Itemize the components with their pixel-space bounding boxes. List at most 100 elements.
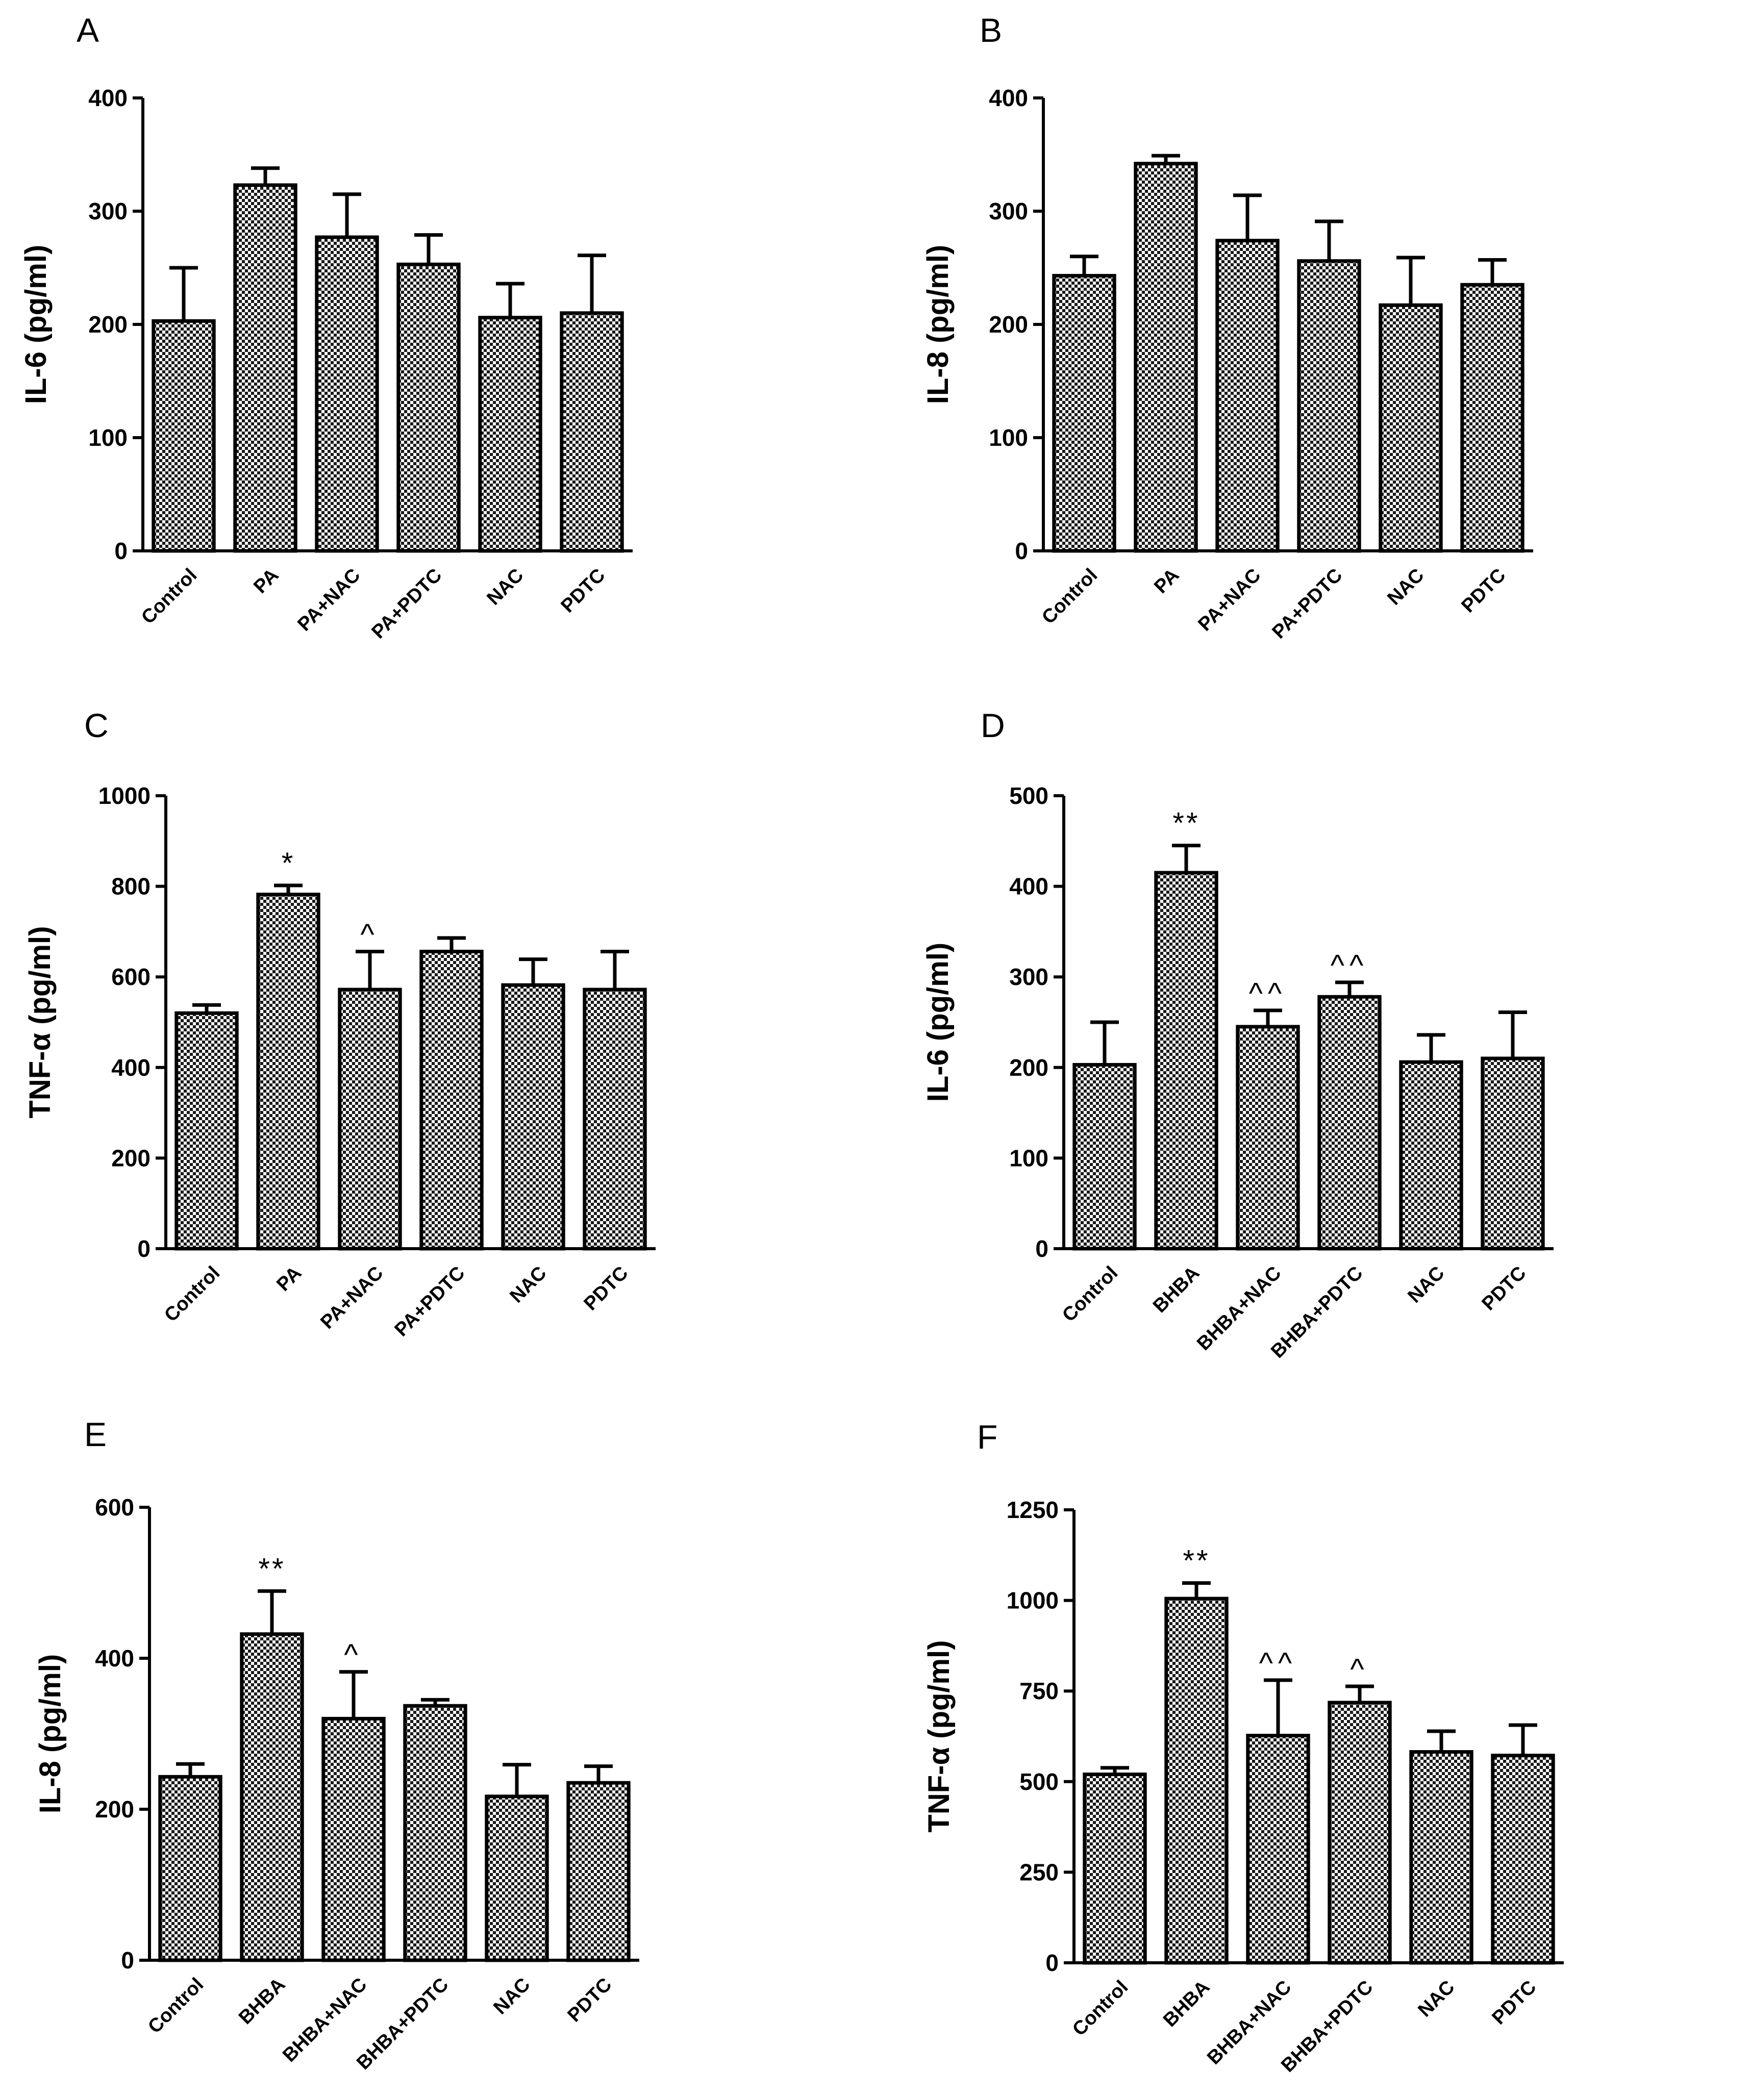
x-tick-label: BHBA+NAC [279, 1974, 371, 2066]
x-tick-label: PDTC [1458, 565, 1510, 617]
y-tick-label: 200 [111, 1145, 151, 1171]
x-tick-label: Control [1058, 1262, 1122, 1326]
panel-e: E IL-8 (pg/ml) 0 200 400 600 Control ** BHBA ^ BHB… [34, 1415, 639, 2074]
panel-f: F TNF-α (pg/ml) 0 250 500 750 1000 1250 Control *… [922, 1418, 1564, 2077]
y-tick-label: 250 [1019, 1859, 1059, 1885]
x-tick-label: Control [137, 565, 201, 628]
x-tick-label: PDTC [1478, 1262, 1531, 1315]
bar [152, 319, 216, 553]
bar [403, 1704, 467, 1962]
y-axis-label: IL-6 (pg/ml) [19, 245, 53, 404]
x-tick-label: NAC [1383, 565, 1428, 610]
y-tick-label: 200 [95, 1796, 134, 1823]
y-tick-label: 200 [88, 311, 128, 338]
y-axis-label: IL-8 (pg/ml) [921, 245, 955, 404]
y-tick-label: 400 [95, 1645, 134, 1672]
x-tick-label: PA+NAC [293, 565, 364, 636]
y-tick-label: 800 [111, 873, 151, 900]
y-tick-label: 300 [989, 198, 1028, 224]
x-tick-label: PA+PDTC [390, 1262, 469, 1341]
bar [1491, 1754, 1555, 1965]
y-tick-label: 500 [1019, 1768, 1059, 1795]
x-tick-label: PA+NAC [316, 1262, 387, 1333]
y-tick-label: 400 [1009, 873, 1048, 900]
bar [315, 235, 379, 553]
y-tick-label: 400 [111, 1054, 151, 1081]
x-tick-label: BHBA+NAC [1203, 1977, 1295, 2069]
bar [1379, 303, 1443, 553]
significance-label: ^^ [1331, 949, 1368, 982]
panel-a: A IL-6 (pg/ml) 0 100 200 300 400 Control PA PA+NA… [19, 11, 633, 643]
bar [256, 893, 320, 1251]
bar [1236, 1025, 1300, 1251]
x-tick-label: PDTC [557, 565, 610, 617]
panel-letter: D [981, 706, 1005, 744]
x-tick-label: PA [272, 1262, 306, 1296]
significance-label: ** [1172, 807, 1199, 840]
y-tick-label: 1000 [98, 782, 151, 809]
x-tick-label: Control [144, 1974, 208, 2038]
bar [583, 988, 647, 1251]
significance-label: ^ [1350, 1653, 1369, 1686]
significance-label: ** [258, 1552, 285, 1585]
bar [321, 1716, 386, 1962]
bar [1083, 1773, 1147, 1965]
y-tick-label: 200 [1009, 1054, 1048, 1081]
bar [1460, 283, 1524, 553]
bar [1297, 259, 1361, 553]
panel-letter: B [980, 11, 1002, 49]
bar [174, 1011, 239, 1251]
x-tick-label: Control [1038, 565, 1102, 628]
bar [233, 183, 297, 553]
x-tick-label: NAC [489, 1974, 534, 2019]
bar [396, 262, 461, 553]
y-tick-label: 500 [1009, 782, 1048, 809]
bar [1246, 1734, 1310, 1965]
y-tick-label: 400 [88, 85, 128, 111]
bar [338, 988, 402, 1251]
panel-letter: E [84, 1415, 107, 1453]
x-tick-label: PDTC [564, 1974, 616, 2027]
bar [566, 1781, 631, 1962]
x-tick-label: NAC [1414, 1977, 1459, 2021]
bar [419, 949, 484, 1251]
bar [1072, 1062, 1137, 1251]
significance-label: ^^ [1259, 1647, 1297, 1680]
y-tick-label: 300 [88, 198, 128, 224]
bar [1052, 274, 1116, 553]
y-tick-label: 600 [111, 964, 151, 990]
panel-c: C TNF-α (pg/ml) 0 200 400 600 800 1000 Control * P… [23, 706, 656, 1341]
y-tick-label: 400 [989, 85, 1028, 111]
y-tick-label: 0 [137, 1235, 151, 1262]
significance-label: ** [1183, 1545, 1210, 1578]
x-tick-label: Control [160, 1262, 224, 1326]
y-tick-label: 600 [95, 1494, 134, 1521]
y-tick-label: 0 [114, 538, 128, 564]
bar [560, 311, 624, 553]
y-axis-label: IL-8 (pg/ml) [34, 1654, 67, 1814]
x-tick-label: PA+PDTC [367, 565, 446, 643]
x-tick-label: BHBA [1149, 1262, 1204, 1317]
x-tick-label: PA [1150, 565, 1183, 598]
x-tick-label: PA+NAC [1194, 565, 1265, 636]
panel-letter: C [84, 706, 109, 744]
bar [240, 1632, 304, 1962]
y-axis-label: TNF-α (pg/ml) [922, 1640, 956, 1832]
y-tick-label: 0 [1045, 1950, 1059, 1976]
significance-label: ^ [360, 918, 379, 951]
y-tick-label: 1250 [1007, 1497, 1059, 1523]
significance-label: * [282, 847, 295, 880]
y-tick-label: 200 [989, 311, 1028, 338]
bar [1481, 1056, 1545, 1251]
bar [1134, 162, 1198, 553]
x-tick-label: NAC [1404, 1262, 1448, 1307]
x-tick-label: PDTC [580, 1262, 633, 1315]
bar [1164, 1597, 1229, 1965]
y-tick-label: 100 [989, 424, 1028, 451]
bar [478, 316, 542, 553]
x-tick-label: NAC [483, 565, 528, 610]
y-axis-label: IL-6 (pg/ml) [921, 943, 955, 1102]
y-tick-label: 0 [121, 1947, 134, 1974]
x-tick-label: PA [249, 565, 283, 598]
